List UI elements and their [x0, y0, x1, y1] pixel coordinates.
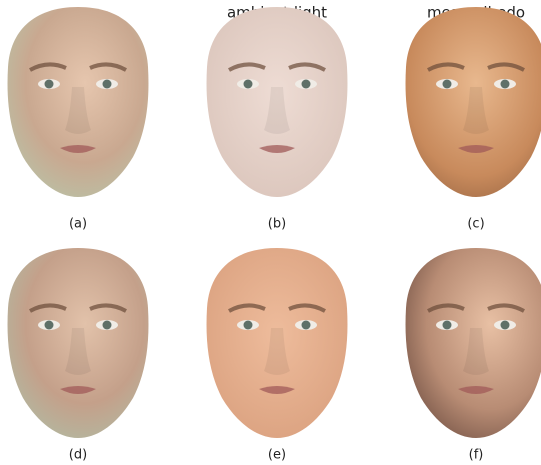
face-image	[207, 248, 348, 438]
face-image	[406, 248, 541, 438]
panel-label: (c)	[467, 217, 484, 232]
panel-label: (b)	[268, 217, 286, 232]
panel-label: (d)	[69, 448, 87, 463]
figure: ambient light mean albedo (a)(b)(c)(d)(e…	[0, 0, 541, 465]
face-image	[406, 7, 541, 197]
panel-label: (f)	[469, 448, 484, 463]
face-image	[207, 7, 348, 197]
panel-label: (e)	[268, 448, 286, 463]
face-image	[8, 248, 149, 438]
panel-label: (a)	[69, 217, 87, 232]
face-image	[8, 7, 149, 197]
